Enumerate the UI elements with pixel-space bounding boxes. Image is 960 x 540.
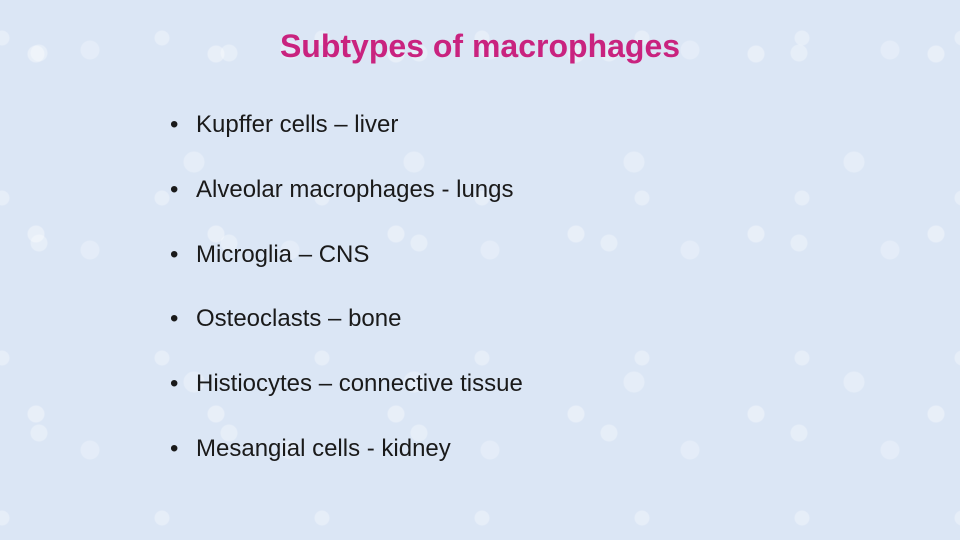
list-item: Histiocytes – connective tissue bbox=[170, 370, 960, 399]
list-item: Kupffer cells – liver bbox=[170, 111, 960, 140]
slide: Subtypes of macrophages Kupffer cells – … bbox=[0, 0, 960, 540]
list-item: Osteoclasts – bone bbox=[170, 305, 960, 334]
bullet-list: Kupffer cells – liver Alveolar macrophag… bbox=[0, 111, 960, 464]
slide-title: Subtypes of macrophages bbox=[0, 28, 960, 65]
list-item: Microglia – CNS bbox=[170, 241, 960, 270]
list-item: Alveolar macrophages - lungs bbox=[170, 176, 960, 205]
list-item: Mesangial cells - kidney bbox=[170, 435, 960, 464]
